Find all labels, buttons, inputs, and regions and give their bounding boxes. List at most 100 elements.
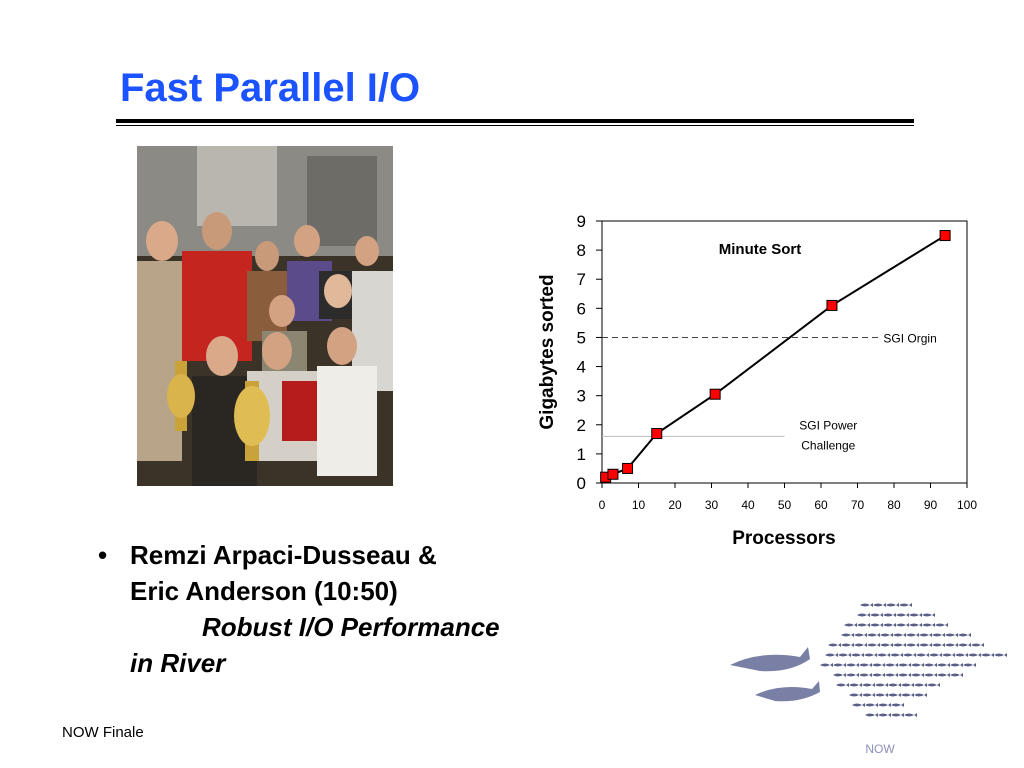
x-tick-label: 90: [924, 498, 938, 512]
fish-icon: [867, 633, 880, 637]
fish-icon: [886, 603, 899, 607]
y-tick-label: 8: [577, 241, 586, 260]
fish-icon: [891, 703, 904, 707]
title-divider: [116, 119, 914, 123]
logo-text: NOW: [865, 742, 895, 756]
title-divider-thin: [116, 125, 914, 126]
fish-icon: [932, 643, 945, 647]
fish-icon: [932, 633, 945, 637]
fish-icon: [945, 633, 958, 637]
fish-icon: [922, 623, 935, 627]
fish-icon: [864, 653, 877, 657]
y-tick-label: 2: [577, 416, 586, 435]
fish-icon: [963, 663, 976, 667]
fish-icon: [924, 673, 937, 677]
fish-icon: [872, 673, 885, 677]
x-axis-tick-labels: 0 10 20 30 40 50 60 70 80 90 100: [599, 483, 977, 512]
shark-icon: [730, 647, 820, 702]
fish-icon: [852, 703, 865, 707]
fish-icon: [862, 683, 875, 687]
fish-icon: [935, 623, 948, 627]
reference-label-sgi-origin: SGI Orgin: [883, 331, 936, 345]
fish-icon: [833, 673, 846, 677]
x-tick-label: 70: [851, 498, 865, 512]
fish-icon: [865, 703, 878, 707]
fish-icon: [942, 653, 955, 657]
fish-icon: [836, 683, 849, 687]
fish-icon: [916, 653, 929, 657]
fish-icon: [919, 633, 932, 637]
x-tick-label: 20: [668, 498, 682, 512]
fish-icon: [911, 673, 924, 677]
fish-icon: [927, 683, 940, 687]
y-tick-label: 3: [577, 387, 586, 406]
fish-icon: [851, 653, 864, 657]
fish-icon: [898, 673, 911, 677]
fish-icon: [950, 663, 963, 667]
fish-icon: [860, 603, 873, 607]
fish-icon: [854, 643, 867, 647]
fish-icon: [901, 693, 914, 697]
fish-icon: [899, 603, 912, 607]
data-point-marker: [651, 428, 663, 440]
fish-icon: [854, 633, 867, 637]
fish-icon: [857, 623, 870, 627]
fish-icon: [903, 653, 916, 657]
fish-icon: [870, 613, 883, 617]
x-tick-label: 100: [957, 498, 977, 512]
plot-area-frame: [601, 220, 968, 484]
fish-icon: [820, 663, 833, 667]
fish-icon: [885, 663, 898, 667]
fish-icon: [909, 623, 922, 627]
fish-icon: [994, 653, 1007, 657]
fish-icon: [945, 643, 958, 647]
fish-icon: [878, 713, 891, 717]
fish-icon: [880, 643, 893, 647]
fish-icon: [904, 713, 917, 717]
fish-icon: [844, 623, 857, 627]
x-tick-label: 0: [599, 498, 606, 512]
fish-icon: [893, 643, 906, 647]
fish-icon: [888, 693, 901, 697]
reference-label-sgi-power-challenge: Challenge: [801, 438, 855, 452]
now-fish-logo: NOW: [730, 603, 1007, 756]
slide-title: Fast Parallel I/O: [120, 66, 421, 110]
fish-icon: [867, 643, 880, 647]
fish-icon: [883, 623, 896, 627]
fish-icon: [841, 643, 854, 647]
fish-icon: [859, 663, 872, 667]
y-tick-label: 0: [577, 474, 586, 493]
fish-icon: [914, 693, 927, 697]
fish-icon: [896, 623, 909, 627]
fish-icon: [875, 683, 888, 687]
data-point-marker: [607, 468, 619, 480]
fish-icon: [891, 713, 904, 717]
bullet-marker: •: [98, 540, 108, 570]
fish-icon: [865, 713, 878, 717]
fish-icon: [914, 683, 927, 687]
y-tick-label: 9: [577, 212, 586, 231]
fish-icon: [924, 663, 937, 667]
fish-icon: [901, 683, 914, 687]
x-tick-label: 30: [705, 498, 719, 512]
y-axis-label: Gigabytes sorted: [537, 274, 558, 429]
fish-icon: [890, 653, 903, 657]
y-tick-label: 6: [577, 299, 586, 318]
fish-icon: [885, 673, 898, 677]
y-tick-label: 1: [577, 445, 586, 464]
fish-icon: [911, 663, 924, 667]
x-tick-label: 50: [778, 498, 792, 512]
fish-icon: [828, 643, 841, 647]
fish-school-icon: [820, 603, 1007, 717]
bullet-line-3: Robust I/O Performance: [202, 612, 500, 642]
fish-icon: [862, 693, 875, 697]
minute-sort-chart: 0 1 2 3 4 5 6 7 8 9 0 10 20 30 40 50 60 70 80 90 100 SGI Or…: [537, 212, 977, 549]
series-line-minute-sort: [605, 234, 946, 479]
fish-icon: [838, 653, 851, 657]
fish-icon: [909, 613, 922, 617]
fish-icon: [849, 683, 862, 687]
y-tick-label: 5: [577, 328, 586, 347]
bullet-line-1: Remzi Arpaci-Dusseau &: [130, 540, 437, 570]
bullet-line-4: in River: [130, 648, 226, 678]
fish-icon: [981, 653, 994, 657]
